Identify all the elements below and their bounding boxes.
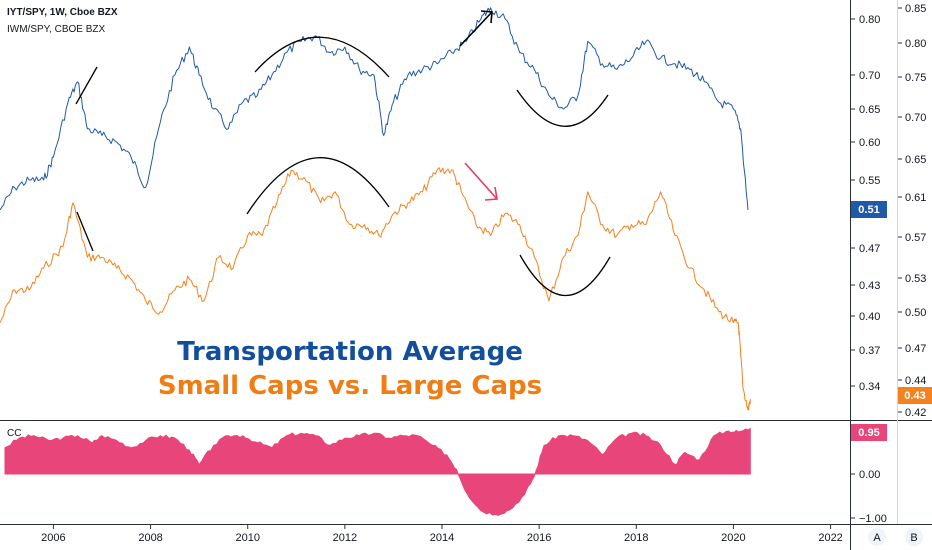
arrow-up-black: [459, 10, 493, 47]
left-tick-label: 0.60: [859, 137, 880, 149]
cc-tick-label: 0.00: [859, 469, 880, 481]
left-tick-label: 0.37: [859, 345, 880, 357]
right-tick-label: 0.50: [905, 307, 926, 319]
arrow-down-red: [464, 162, 498, 201]
right-tick-label: 0.75: [905, 72, 926, 84]
pattern-annotations: [75, 36, 611, 296]
last-value-blue: 0.51: [858, 204, 879, 216]
right-tick-label: 0.44: [905, 375, 926, 387]
scale-button-a[interactable]: A: [868, 528, 886, 546]
right-price-axis: 0.85 0.80 0.75 0.70 0.65 0.61 0.57 0.53 0.50 0.47…: [898, 3, 926, 419]
right-tick-label: 0.53: [905, 273, 926, 285]
scale-button-b[interactable]: B: [905, 528, 923, 546]
left-tick-label: 0.80: [859, 14, 880, 26]
price-pane: [0, 0, 850, 420]
x-tick-label: 2012: [333, 532, 357, 544]
trend-line-2006-blue: [75, 66, 98, 105]
right-tick-label: 0.57: [905, 232, 926, 244]
series-iyt-spy: [0, 7, 749, 211]
overlay-title-small-caps: Small Caps vs. Large Caps: [158, 371, 542, 401]
dome-arc-orange: [246, 157, 390, 215]
series-iwm-spy: [0, 167, 751, 411]
cc-area: [4, 427, 751, 516]
left-tick-label: 0.47: [859, 243, 880, 255]
left-tick-label: 0.40: [859, 311, 880, 323]
cc-tick-label: −1.00: [859, 513, 887, 525]
left-tick-label: 0.55: [859, 175, 880, 187]
legend-compare: IWM/SPY, CBOE BZX: [7, 24, 105, 35]
x-tick-label: 2006: [41, 532, 65, 544]
iyt-spy-line: [0, 7, 749, 211]
indicator-label: CC: [7, 428, 21, 439]
bowl-arc-blue: [516, 89, 609, 127]
left-tick-label: 0.65: [859, 104, 880, 116]
legend-symbol: IYT/SPY, 1W, Cboe BZX: [7, 7, 118, 18]
time-axis: 2006 2008 2010 2012 2014 2016 2018 2020 2022: [41, 525, 843, 544]
iwm-spy-line: [0, 167, 751, 411]
right-tick-label: 0.42: [905, 407, 926, 419]
last-value-badge-blue: 0.51: [851, 201, 887, 218]
right-tick-label: 0.61: [905, 192, 926, 204]
trend-line-2006-orange: [76, 211, 94, 252]
cc-axis: 0.00 −1.00: [851, 469, 887, 525]
last-value-badge-orange: 0.43: [898, 387, 932, 404]
svg-text:B: B: [910, 532, 917, 544]
right-tick-label: 0.47: [905, 343, 926, 355]
x-tick-label: 2016: [527, 532, 551, 544]
x-tick-label: 2010: [235, 532, 259, 544]
overlay-title-transportation: Transportation Average: [177, 337, 523, 367]
right-tick-label: 0.70: [905, 112, 926, 124]
right-tick-label: 0.65: [905, 154, 926, 166]
svg-text:A: A: [873, 532, 881, 544]
left-tick-label: 0.34: [859, 381, 880, 393]
x-tick-label: 2020: [721, 532, 745, 544]
x-tick-label: 2008: [138, 532, 162, 544]
last-value-orange: 0.43: [904, 390, 925, 402]
right-tick-label: 0.80: [905, 38, 926, 50]
x-tick-label: 2022: [818, 532, 842, 544]
x-tick-label: 2014: [430, 532, 454, 544]
x-tick-label: 2018: [624, 532, 648, 544]
dome-arc-blue: [254, 36, 390, 78]
left-tick-label: 0.43: [859, 280, 880, 292]
left-tick-label: 0.70: [859, 70, 880, 82]
cc-indicator: [4, 427, 751, 516]
bowl-arc-orange: [519, 254, 611, 296]
right-tick-label: 0.85: [905, 3, 926, 15]
last-value-badge-cc: 0.95: [851, 424, 887, 441]
last-value-cc: 0.95: [858, 427, 879, 439]
left-price-axis: 0.80 0.70 0.65 0.60 0.55 0.47 0.43 0.40 0.37 0.34: [851, 14, 880, 393]
